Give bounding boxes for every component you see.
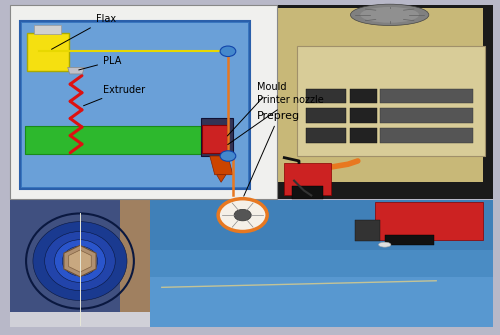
Polygon shape [210, 156, 233, 175]
Bar [375, 202, 483, 240]
Bar [150, 200, 492, 250]
Bar [380, 128, 473, 143]
Bar [380, 109, 473, 123]
Bar [350, 89, 378, 104]
Ellipse shape [62, 246, 98, 276]
Bar [267, 5, 492, 199]
Text: Mould: Mould [228, 82, 287, 136]
Text: Extruder: Extruder [84, 85, 145, 106]
Bar [10, 312, 149, 327]
Bar [22, 23, 248, 187]
Bar [296, 46, 485, 156]
Bar [20, 21, 250, 189]
Bar [350, 128, 378, 143]
Bar [385, 235, 434, 245]
Bar [150, 277, 492, 327]
Bar [350, 109, 378, 123]
Ellipse shape [350, 4, 429, 25]
Bar [27, 33, 68, 71]
Bar [306, 128, 346, 143]
Bar [201, 118, 233, 156]
Text: Printer nozzle: Printer nozzle [228, 95, 324, 145]
Polygon shape [68, 67, 84, 74]
Text: Prepreg: Prepreg [244, 111, 300, 196]
Ellipse shape [54, 240, 106, 282]
Bar [24, 127, 208, 154]
Circle shape [220, 151, 236, 161]
Ellipse shape [44, 231, 115, 291]
Text: PLA: PLA [78, 56, 122, 70]
Ellipse shape [360, 7, 419, 23]
Bar [202, 125, 227, 153]
Circle shape [218, 199, 267, 231]
Circle shape [220, 46, 236, 57]
Bar [306, 109, 346, 123]
Ellipse shape [378, 242, 391, 247]
Text: Flax: Flax [52, 14, 116, 49]
Polygon shape [64, 245, 96, 277]
Bar [150, 200, 492, 327]
Bar [10, 200, 149, 327]
Bar [120, 200, 150, 327]
Bar [356, 220, 380, 241]
Bar [10, 5, 277, 199]
Circle shape [234, 209, 251, 221]
Polygon shape [68, 250, 92, 272]
Bar [284, 162, 331, 195]
Ellipse shape [33, 222, 127, 300]
Bar [380, 89, 473, 104]
Bar [277, 8, 483, 182]
Bar [34, 25, 62, 34]
Polygon shape [216, 175, 226, 182]
Bar [306, 89, 346, 104]
Bar [292, 186, 324, 199]
